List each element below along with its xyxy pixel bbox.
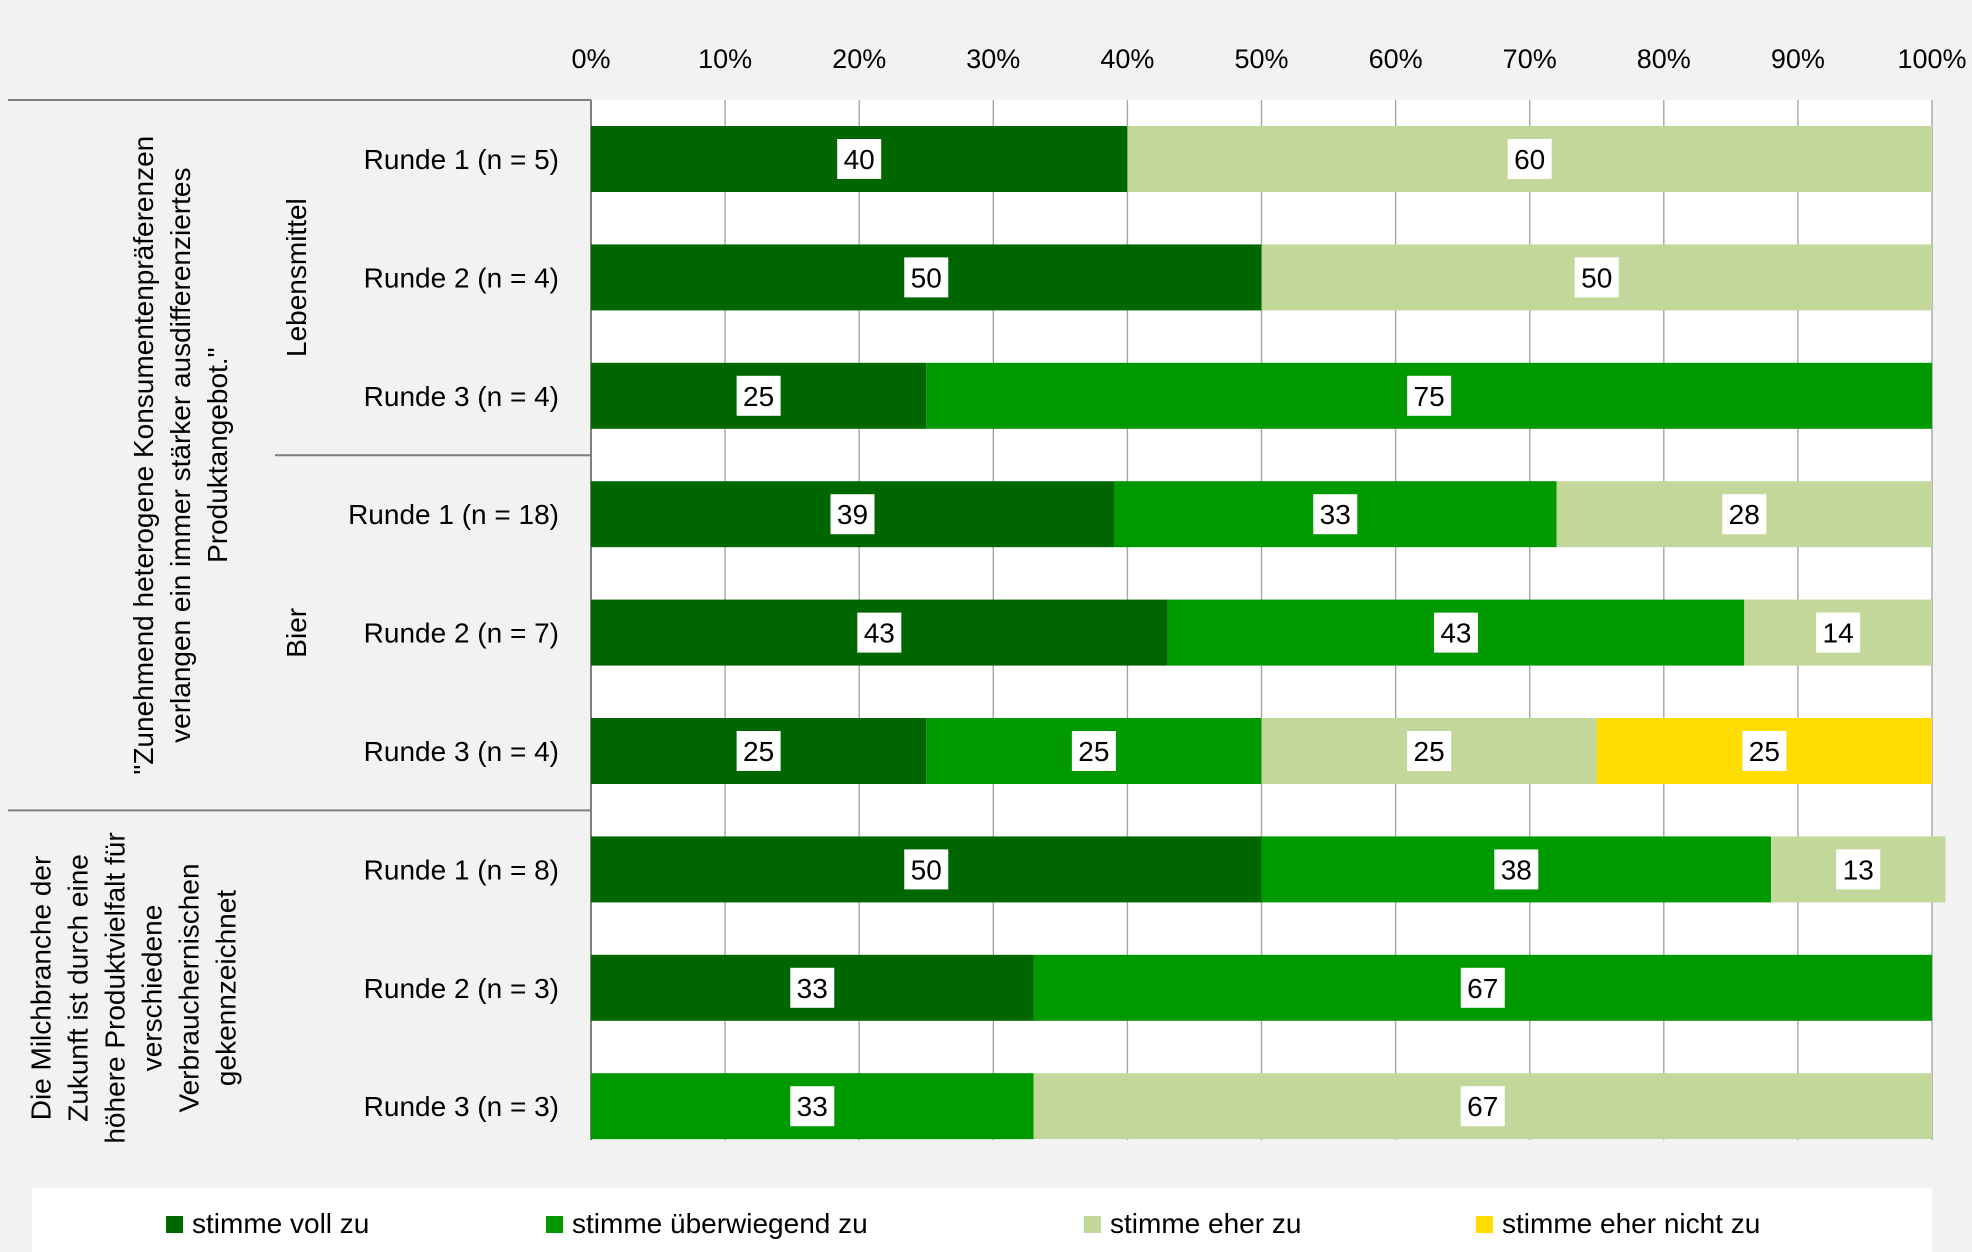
category-label: Runde 3 (n = 4) xyxy=(364,381,559,412)
legend-label: stimme überwiegend zu xyxy=(572,1208,868,1239)
group-label: Produktangebot." xyxy=(202,347,233,562)
group-label: verschiedene xyxy=(137,905,168,1072)
data-label-box xyxy=(1574,257,1619,298)
data-label-box xyxy=(1460,967,1505,1008)
data-label-box xyxy=(1460,1086,1505,1127)
legend-item: stimme eher zu xyxy=(1084,1208,1301,1240)
data-label: 67 xyxy=(1467,1091,1498,1122)
data-label-box xyxy=(790,967,835,1008)
data-label: 60 xyxy=(1514,144,1545,175)
data-label: 33 xyxy=(797,1091,828,1122)
legend-label: stimme eher zu xyxy=(1110,1208,1302,1239)
data-label-box xyxy=(1433,612,1478,653)
data-label: 13 xyxy=(1843,854,1874,885)
subgroup-label: Lebensmittel xyxy=(281,198,312,357)
x-tick-label: 100% xyxy=(1897,44,1966,74)
category-label: Runde 3 (n = 3) xyxy=(364,1091,559,1122)
category-label: Runde 3 (n = 4) xyxy=(364,736,559,767)
category-label: Runde 2 (n = 7) xyxy=(364,618,559,649)
data-label-box xyxy=(837,139,882,179)
chart-plot: 0% 10% 20% 30% 40% 50% 60% 70% 80% 90% 100% Runde 1… xyxy=(8,44,1967,1144)
data-label-box xyxy=(1313,494,1358,535)
data-label-box xyxy=(1816,612,1861,653)
x-tick-label: 60% xyxy=(1369,44,1423,74)
x-tick-label: 20% xyxy=(832,44,886,74)
group-label: Die Milchbranche der xyxy=(26,856,57,1121)
x-tick-label: 90% xyxy=(1771,44,1825,74)
group-label: verlangen ein immer stärker ausdifferenz… xyxy=(165,168,196,743)
data-label: 28 xyxy=(1729,499,1760,530)
group-label: Verbrauchernischen xyxy=(174,863,205,1112)
category-label: Runde 1 (n = 5) xyxy=(364,144,559,175)
legend-label: stimme voll zu xyxy=(192,1208,370,1239)
data-label-box xyxy=(736,375,781,416)
data-label-box xyxy=(1407,731,1452,771)
x-tick-label: 0% xyxy=(571,44,610,74)
group-label: Zukunft ist durch eine xyxy=(63,854,94,1122)
data-label: 25 xyxy=(743,736,774,767)
legend-item: stimme eher nicht zu xyxy=(1476,1208,1760,1240)
x-tick-label: 50% xyxy=(1234,44,1288,74)
data-label: 38 xyxy=(1501,854,1532,885)
group-label: "Zunehmend heterogene Konsumentenpräfere… xyxy=(128,136,159,775)
data-label: 43 xyxy=(1440,618,1471,649)
legend-item: stimme voll zu xyxy=(166,1208,369,1240)
data-label-box xyxy=(1742,731,1787,771)
category-label: Runde 2 (n = 3) xyxy=(364,973,559,1004)
data-label: 75 xyxy=(1414,381,1445,412)
group-label: höhere Produktvielfalt für xyxy=(100,832,131,1143)
x-tick-label: 80% xyxy=(1637,44,1691,74)
category-label: Runde 1 (n = 8) xyxy=(364,854,559,885)
data-label-box xyxy=(1071,731,1116,771)
data-label: 39 xyxy=(837,499,868,530)
legend-label: stimme eher nicht zu xyxy=(1502,1208,1761,1239)
data-label-box xyxy=(736,731,781,771)
data-label-box xyxy=(904,849,949,890)
category-label: Runde 1 (n = 18) xyxy=(348,499,559,530)
data-label-box xyxy=(1494,849,1539,890)
category-label: Runde 2 (n = 4) xyxy=(364,262,559,293)
x-tick-label: 40% xyxy=(1100,44,1154,74)
data-label: 43 xyxy=(864,618,895,649)
data-label: 14 xyxy=(1823,618,1854,649)
legend-swatch xyxy=(546,1215,563,1233)
data-label: 25 xyxy=(1078,736,1109,767)
x-tick-label: 30% xyxy=(966,44,1020,74)
x-tick-label: 70% xyxy=(1503,44,1557,74)
x-tick-label: 10% xyxy=(698,44,752,74)
legend-swatch xyxy=(166,1215,183,1233)
legend-swatch xyxy=(1476,1215,1493,1233)
data-label: 33 xyxy=(1320,499,1351,530)
data-label: 40 xyxy=(844,144,875,175)
data-label-box xyxy=(1722,494,1767,535)
legend-item: stimme überwiegend zu xyxy=(546,1208,868,1240)
data-label-box xyxy=(790,1086,835,1127)
data-label: 25 xyxy=(1749,736,1780,767)
data-label-box xyxy=(857,612,902,653)
data-label: 25 xyxy=(1414,736,1445,767)
data-label: 50 xyxy=(911,262,942,293)
data-label: 25 xyxy=(743,381,774,412)
data-label-box xyxy=(830,494,875,535)
data-label: 50 xyxy=(1581,262,1612,293)
group-label: gekennzeichnet xyxy=(211,890,242,1086)
data-label: 67 xyxy=(1467,973,1498,1004)
data-label: 50 xyxy=(911,854,942,885)
data-label-box xyxy=(1507,139,1552,179)
label-panel xyxy=(8,100,591,1140)
data-label-box xyxy=(1407,375,1452,416)
data-label: 33 xyxy=(797,973,828,1004)
subgroup-label: Bier xyxy=(281,608,312,658)
data-label-box xyxy=(904,257,949,298)
chart-legend: stimme voll zu stimme überwiegend zu stimm… xyxy=(32,1188,1932,1252)
legend-swatch xyxy=(1084,1215,1101,1233)
data-label-box xyxy=(1836,849,1881,890)
